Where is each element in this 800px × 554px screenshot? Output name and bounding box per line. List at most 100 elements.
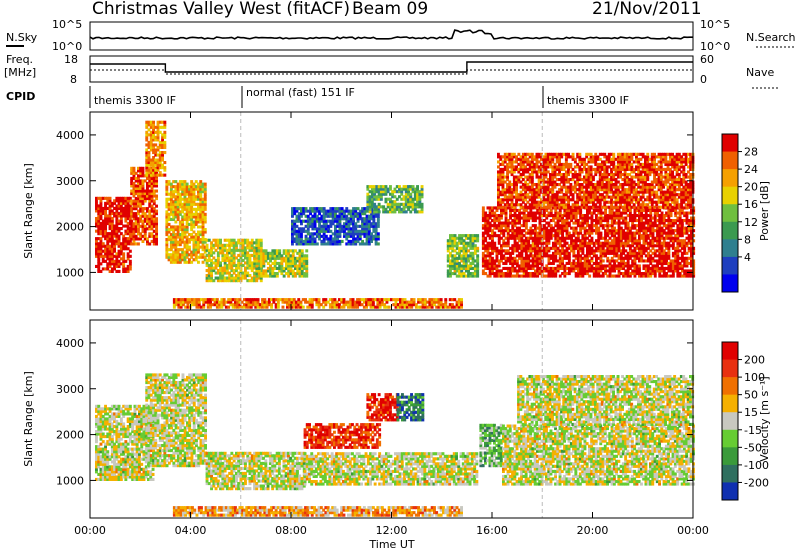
heatmap-cell (210, 261, 213, 265)
heatmap-cell (223, 271, 227, 275)
heatmap-cell (97, 224, 101, 228)
heatmap-cell (150, 219, 154, 223)
heatmap-cell (110, 217, 114, 221)
heatmap-cell (95, 242, 98, 246)
heatmap-cell (192, 182, 196, 186)
heatmap-cell (119, 196, 123, 200)
heatmap-cell (148, 242, 152, 246)
heatmap-cell (244, 241, 247, 245)
heatmap-cell (97, 252, 101, 256)
heatmap-cell (181, 248, 185, 252)
heatmap-cell (239, 241, 243, 245)
heatmap-cell (185, 245, 189, 249)
heatmap-cell (124, 232, 128, 236)
heatmap-cell (169, 245, 173, 249)
heatmap-cell (176, 228, 180, 232)
heatmap-cell (145, 151, 149, 155)
heatmap-cell (117, 239, 121, 243)
heatmap-cell (221, 279, 225, 283)
heatmap-cell (188, 207, 191, 211)
heatmap-cell (163, 123, 167, 127)
heatmap-cell (244, 266, 247, 270)
heatmap-cell (149, 140, 153, 144)
heatmap-cell (110, 237, 114, 241)
heatmap-cell (99, 262, 103, 266)
heatmap-cell (188, 233, 191, 237)
heatmap-cell (219, 279, 222, 283)
heatmap-cell (132, 242, 136, 246)
heatmap-cell (137, 166, 140, 170)
heatmap-cell (216, 256, 220, 260)
heatmap-cell (183, 190, 187, 194)
heatmap-cell (282, 259, 286, 263)
heatmap-cell (149, 173, 153, 177)
heatmap-cell (178, 205, 182, 209)
heatmap-cell (130, 224, 134, 228)
heatmap-cell (110, 247, 114, 251)
heatmap-cell (97, 211, 101, 215)
heatmap-cell (188, 240, 191, 244)
heatmap-cell (203, 245, 207, 249)
heatmap-cell (237, 279, 241, 283)
heatmap-cell (181, 238, 185, 242)
heatmap-cell (174, 220, 178, 224)
heatmap-cell (216, 251, 220, 255)
heatmap-cell (130, 202, 134, 206)
heatmap-cell (97, 267, 101, 271)
heatmap-cell (161, 133, 164, 137)
heatmap-cell (230, 251, 234, 255)
date-label: 21/Nov/2011 (592, 0, 702, 19)
heatmap-cell (101, 222, 105, 226)
heatmap-cell (257, 272, 261, 276)
heatmap-cell (117, 196, 121, 200)
heatmap-cell (143, 174, 147, 178)
heatmap-cell (225, 266, 229, 270)
heatmap-cell (183, 197, 187, 201)
heatmap-cell (197, 202, 200, 206)
heatmap-cell (212, 266, 216, 270)
heatmap-cell (104, 229, 107, 233)
heatmap-cell (150, 232, 154, 236)
heatmap-cell (139, 197, 143, 201)
heatmap-cell (192, 240, 196, 244)
heatmap-cell (161, 151, 164, 155)
heatmap-cell (152, 217, 156, 221)
heatmap-cell (145, 168, 149, 172)
heatmap-cell (264, 256, 268, 260)
heatmap-cell (119, 217, 123, 221)
heatmap-cell (183, 212, 187, 216)
heatmap-cell (152, 171, 155, 175)
heatmap-cell (101, 227, 105, 231)
heatmap-cell (185, 253, 189, 257)
heatmap-cell (108, 209, 112, 213)
heatmap-cell (262, 269, 266, 273)
heatmap-cell (139, 192, 143, 196)
heatmap-cell (275, 254, 279, 258)
heatmap-cell (181, 207, 185, 211)
heatmap-cell (221, 271, 225, 275)
heatmap-cell (199, 200, 203, 204)
heatmap-cell (176, 217, 180, 221)
heatmap-cell (117, 227, 121, 231)
heatmap-cell (237, 261, 241, 265)
heatmap-cell (165, 212, 169, 216)
heatmap-cell (207, 263, 211, 267)
heatmap-cell (172, 202, 176, 206)
heatmap-cell (190, 250, 194, 254)
heatmap-cell (130, 209, 134, 213)
heatmap-cell (130, 199, 134, 203)
heatmap-cell (194, 235, 198, 239)
heatmap-cell (115, 227, 119, 231)
heatmap-cell (176, 235, 180, 239)
heatmap-cell (181, 240, 185, 244)
heatmap-cell (97, 237, 101, 241)
heatmap-cell (132, 189, 136, 193)
heatmap-cell (275, 272, 279, 276)
heatmap-cell (139, 202, 143, 206)
heatmap-cell (132, 204, 136, 208)
heatmap-cell (192, 200, 196, 204)
heatmap-cell (255, 259, 259, 263)
heatmap-cell (183, 250, 187, 254)
cpid-segment-1: themis 3300 IF (94, 94, 176, 107)
heatmap-cell (143, 207, 147, 211)
